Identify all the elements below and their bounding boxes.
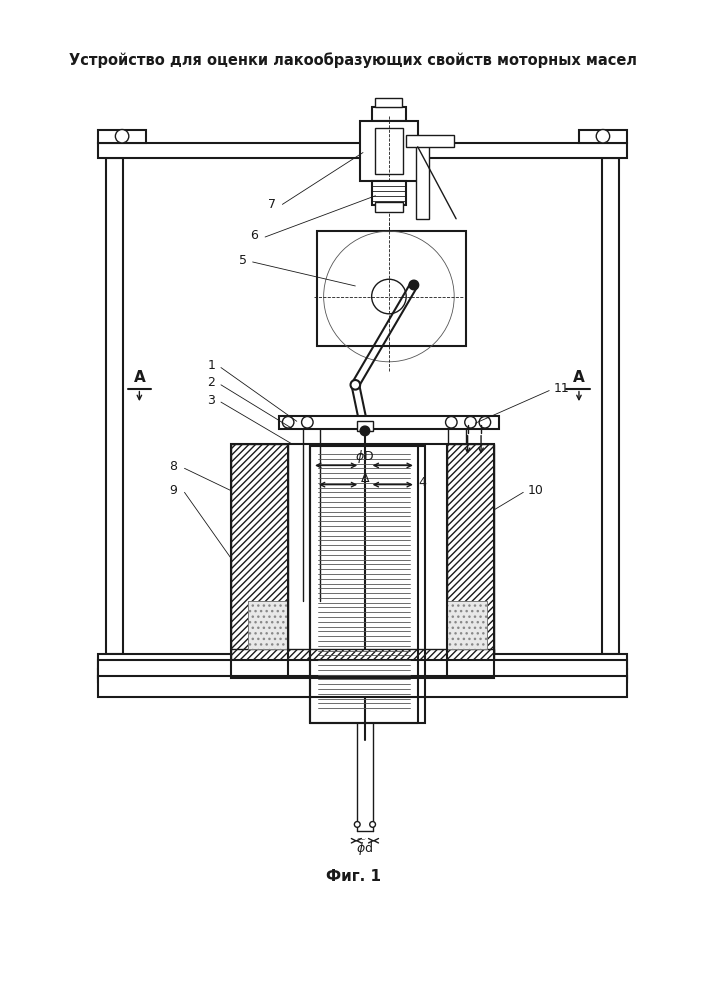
- Bar: [416, 144, 429, 219]
- Text: 5: 5: [239, 254, 247, 267]
- Bar: [248, 601, 288, 649]
- Text: Устройство для оценки лакообразующих свойств моторных масел: Устройство для оценки лакообразующих сво…: [69, 53, 638, 68]
- Circle shape: [115, 669, 129, 682]
- Bar: [602, 158, 619, 654]
- Bar: [357, 421, 373, 431]
- Bar: [372, 181, 407, 205]
- Text: 8: 8: [169, 460, 177, 473]
- Bar: [230, 649, 494, 678]
- Bar: [447, 601, 487, 649]
- Bar: [372, 107, 407, 121]
- Bar: [98, 669, 146, 682]
- Bar: [230, 444, 494, 678]
- Bar: [248, 601, 288, 649]
- Text: 2: 2: [207, 376, 216, 389]
- Bar: [360, 121, 418, 181]
- Text: A: A: [134, 370, 145, 385]
- Bar: [317, 231, 466, 346]
- Bar: [579, 669, 627, 682]
- Circle shape: [596, 130, 609, 143]
- Bar: [279, 416, 499, 429]
- Circle shape: [464, 416, 477, 428]
- Text: $\widetilde{\phi}$d: $\widetilde{\phi}$d: [356, 838, 373, 858]
- Bar: [98, 143, 627, 158]
- Text: $\phi$D: $\phi$D: [356, 448, 375, 465]
- Circle shape: [282, 416, 294, 428]
- Bar: [98, 130, 146, 143]
- Bar: [310, 446, 426, 723]
- Circle shape: [370, 822, 375, 827]
- Bar: [375, 128, 403, 174]
- Bar: [230, 444, 288, 654]
- Text: 7: 7: [268, 198, 276, 211]
- Circle shape: [354, 822, 360, 827]
- Circle shape: [302, 416, 313, 428]
- Circle shape: [409, 280, 419, 290]
- Circle shape: [115, 130, 129, 143]
- Bar: [375, 98, 402, 107]
- Bar: [98, 654, 627, 669]
- Circle shape: [360, 426, 370, 436]
- Text: 9: 9: [169, 484, 177, 497]
- Bar: [98, 660, 627, 678]
- Bar: [375, 202, 403, 212]
- Text: 4: 4: [419, 476, 426, 489]
- Text: 11: 11: [554, 382, 570, 395]
- Text: A: A: [573, 370, 585, 385]
- Circle shape: [596, 669, 609, 682]
- Text: Фиг. 1: Фиг. 1: [326, 869, 381, 884]
- Bar: [447, 601, 487, 649]
- Bar: [407, 135, 454, 147]
- Bar: [579, 130, 627, 143]
- Bar: [106, 158, 123, 654]
- Text: 10: 10: [528, 484, 544, 497]
- Text: 3: 3: [207, 394, 216, 407]
- Circle shape: [351, 380, 360, 390]
- Circle shape: [372, 279, 407, 314]
- Bar: [98, 676, 627, 697]
- Text: 1: 1: [207, 359, 216, 372]
- Circle shape: [445, 416, 457, 428]
- Circle shape: [479, 416, 491, 428]
- Bar: [447, 444, 494, 654]
- Text: 6: 6: [250, 229, 259, 242]
- Text: $\Delta$: $\Delta$: [360, 472, 370, 485]
